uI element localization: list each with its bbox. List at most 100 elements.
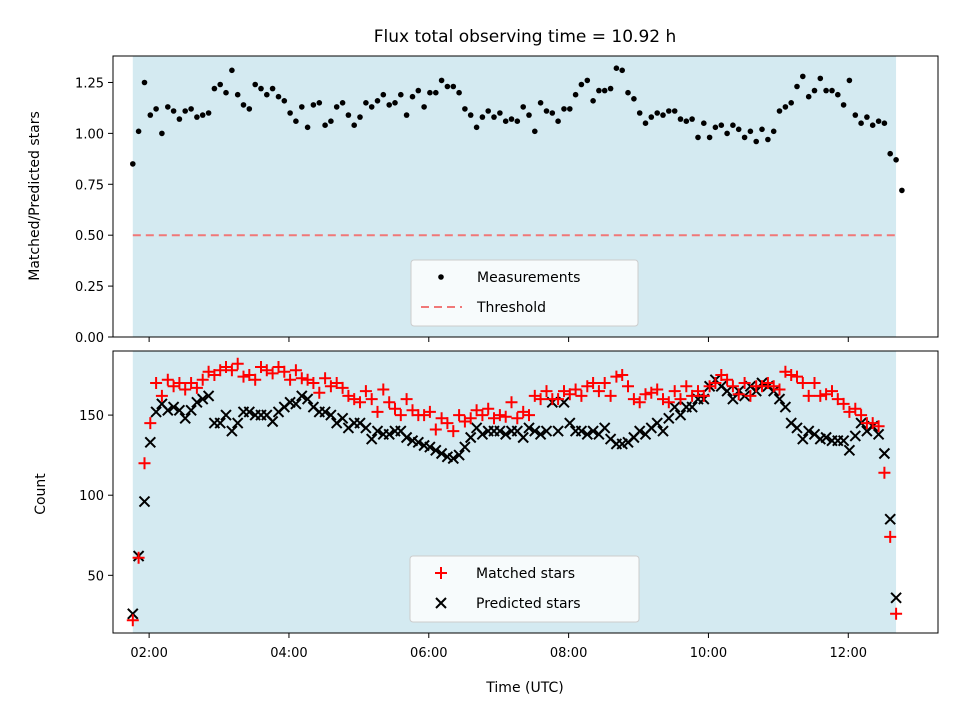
- top-y-tick-label-5: 1.25: [75, 76, 104, 91]
- measurement-point-115: [800, 73, 806, 80]
- measurement-point-3: [147, 112, 154, 118]
- bottom-y-tick-label-2: 150: [79, 409, 104, 424]
- bottom-y-axis-label: Count: [33, 473, 49, 515]
- x-axis-label: Time (UTC): [485, 680, 563, 696]
- matched-star-point-27: [284, 373, 297, 386]
- predicted-star-point-51: [424, 441, 436, 453]
- measurement-point-7: [170, 108, 177, 114]
- matched-star-point-56: [453, 409, 466, 422]
- measurement-point-29: [299, 104, 305, 110]
- measurement-point-99: [706, 134, 713, 141]
- predicted-star-point-7: [167, 401, 180, 413]
- measurement-point-94: [677, 116, 684, 122]
- predicted-star-point-69: [529, 425, 541, 437]
- predicted-star-point-16: [220, 409, 232, 421]
- measurement-point-46: [398, 91, 404, 98]
- predicted-star-point-30: [301, 393, 314, 405]
- measurement-point-104: [735, 126, 742, 133]
- measurement-point-92: [666, 108, 672, 114]
- matched-star-point-40: [359, 385, 372, 398]
- matched-star-point-9: [179, 383, 192, 396]
- matched-star-point-120: [826, 385, 838, 398]
- measurement-point-10: [188, 106, 194, 112]
- bottom-legend: Matched stars Predicted stars: [409, 555, 640, 623]
- top-plot-frame: [112, 55, 939, 338]
- measurement-point-106: [747, 128, 754, 135]
- predicted-star-point-116: [802, 425, 815, 437]
- measurement-point-28: [293, 118, 299, 124]
- matched-star-point-77: [575, 389, 588, 402]
- top-panel: Flux total observing time = 10.92 h 0.00…: [27, 27, 939, 346]
- measurement-point-38: [351, 122, 358, 128]
- predicted-star-point-96: [686, 401, 698, 413]
- predicted-star-point-47: [400, 431, 413, 444]
- measurement-point-52: [433, 89, 439, 96]
- predicted-star-point-2: [138, 495, 151, 508]
- bottom-x-tick-label-1: 04:00: [270, 646, 307, 661]
- matched-star-point-46: [394, 409, 407, 422]
- measurement-point-95: [683, 118, 690, 124]
- measurement-point-132: [899, 187, 905, 194]
- predicted-star-point-15: [214, 417, 226, 429]
- measurement-point-63: [497, 110, 503, 116]
- matched-star-point-115: [796, 377, 809, 389]
- matched-star-point-21: [249, 373, 262, 386]
- matched-star-point-64: [499, 410, 512, 423]
- matched-star-point-100: [709, 377, 722, 389]
- predicted-star-point-8: [173, 404, 186, 417]
- predicted-star-point-3: [144, 436, 157, 449]
- matched-star-point-41: [365, 393, 378, 406]
- predicted-star-point-42: [371, 425, 384, 437]
- predicted-star-point-17: [226, 425, 238, 437]
- predicted-star-point-78: [581, 428, 594, 441]
- matched-star-point-1: [132, 551, 145, 564]
- predicted-star-point-36: [336, 412, 349, 425]
- predicted-star-point-40: [360, 422, 372, 434]
- matched-star-point-94: [674, 393, 687, 406]
- matched-star-point-0: [126, 614, 139, 627]
- predicted-star-point-112: [779, 401, 792, 413]
- legend-label-predicted: Predicted stars: [476, 596, 581, 612]
- matched-star-point-19: [237, 370, 250, 383]
- matched-star-point-113: [785, 369, 798, 381]
- predicted-star-point-131: [890, 592, 902, 604]
- measurement-point-111: [776, 108, 783, 114]
- measurement-point-39: [357, 114, 363, 120]
- top-legend-box: [410, 259, 639, 327]
- measurement-point-89: [648, 114, 655, 120]
- measurement-point-21: [252, 81, 258, 88]
- measurement-point-27: [287, 110, 293, 116]
- matched-star-point-81: [598, 377, 611, 389]
- measurement-point-14: [211, 85, 218, 92]
- matched-star-point-122: [837, 397, 850, 410]
- measurement-point-117: [811, 87, 818, 94]
- measurement-point-67: [520, 104, 526, 110]
- measurement-point-47: [403, 112, 410, 118]
- measurement-point-103: [730, 122, 736, 128]
- predicted-star-point-114: [791, 422, 803, 434]
- predicted-star-point-13: [202, 390, 215, 402]
- matched-star-point-54: [441, 417, 454, 430]
- top-x-ticks: [148, 337, 849, 342]
- matched-star-point-17: [225, 364, 238, 377]
- measurement-point-8: [176, 116, 183, 122]
- measurement-point-120: [829, 87, 835, 94]
- legend-label-threshold: Threshold: [476, 300, 546, 316]
- measurement-point-80: [596, 87, 602, 94]
- matched-star-point-33: [319, 372, 332, 385]
- matched-star-point-26: [278, 365, 291, 378]
- matched-star-point-79: [587, 377, 600, 389]
- measurement-point-68: [526, 112, 532, 118]
- predicted-star-point-67: [517, 431, 529, 444]
- matched-star-point-93: [668, 385, 681, 398]
- matched-star-point-61: [482, 402, 495, 415]
- predicted-star-point-111: [773, 393, 786, 405]
- measurement-point-60: [479, 114, 486, 120]
- measurement-point-97: [695, 134, 701, 141]
- predicted-star-point-63: [494, 425, 506, 437]
- measurement-point-121: [835, 91, 841, 98]
- measurement-point-19: [240, 102, 247, 108]
- matched-star-point-11: [190, 381, 203, 394]
- matched-star-point-92: [662, 396, 675, 409]
- legend-marker-measurements: [438, 274, 444, 280]
